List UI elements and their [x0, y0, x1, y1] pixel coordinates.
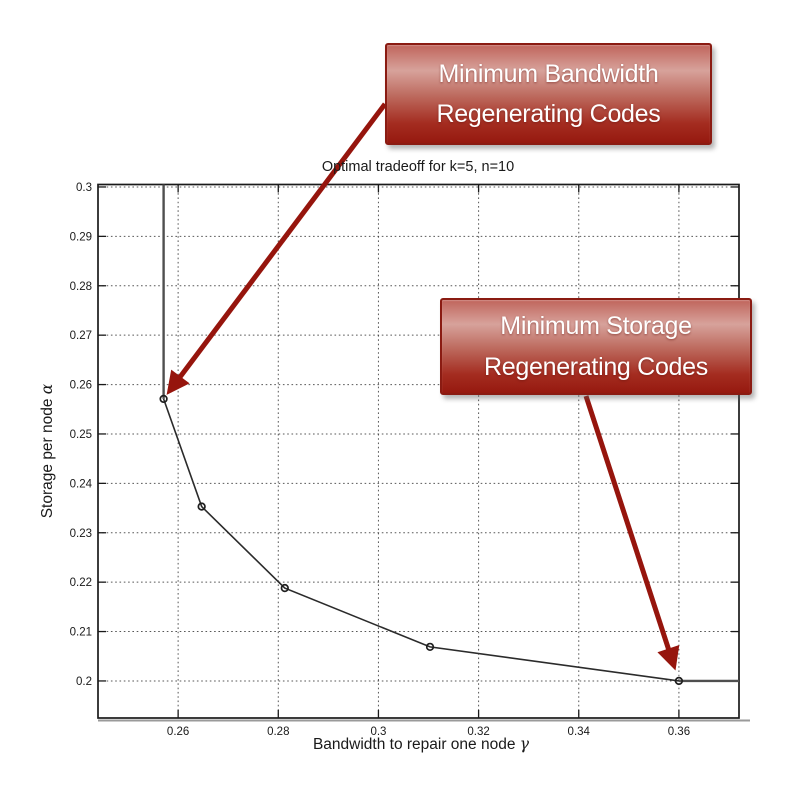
annotation-arrows — [166, 102, 680, 671]
y-tick-label: 0.21 — [70, 627, 92, 639]
data-point-marker — [674, 676, 684, 686]
y-tick-label: 0.22 — [70, 577, 92, 589]
callout-mbr-line2: Regenerating Codes — [436, 100, 661, 128]
data-point-marker — [280, 583, 289, 593]
y-axis-label: Storage per node α — [38, 383, 56, 518]
x-tick-label: 0.34 — [568, 726, 591, 738]
y-tick-label: 0.23 — [70, 528, 92, 540]
x-tick-label: 0.3 — [370, 726, 386, 738]
data-series — [159, 184, 739, 686]
callout-msr-line2: Regenerating Codes — [484, 352, 708, 381]
x-axis-label: Bandwidth to repair one node γ — [313, 735, 530, 753]
callout-msr-line1: Minimum Storage — [500, 312, 692, 340]
y-tick-label: 0.25 — [70, 429, 92, 441]
axes — [97, 183, 750, 722]
y-tick-label: 0.2 — [76, 676, 92, 688]
grid-lines — [98, 184, 739, 718]
x-tick-label: 0.32 — [467, 726, 489, 738]
x-tick-label: 0.28 — [267, 726, 289, 738]
callout-minimum-storage: Minimum Storage Regenerating Codes — [440, 298, 752, 395]
chart-title: Optimal tradeoff for k=5, n=10 — [322, 159, 514, 175]
y-tick-label: 0.24 — [70, 478, 93, 490]
arrow-to-mbr-point — [166, 102, 387, 395]
x-axis-label-text: Bandwidth to repair one node — [313, 736, 520, 753]
tick-labels: 0.26 0.28 0.3 0.32 0.34 0.36 0.2 0.21 0.22 0.23 0.… — [70, 182, 690, 738]
data-point-marker — [425, 642, 435, 652]
y-tick-label: 0.29 — [70, 231, 92, 243]
y-tick-label: 0.28 — [70, 281, 92, 293]
y-axis-label-text: Storage per node — [39, 394, 56, 518]
data-point-marker — [159, 394, 168, 404]
x-tick-label: 0.26 — [167, 726, 189, 738]
callout-minimum-bandwidth: Minimum Bandwidth Regenerating Codes — [385, 43, 712, 145]
axis-box — [97, 183, 740, 719]
x-axis-gamma-symbol: γ — [520, 735, 530, 753]
y-tick-label: 0.3 — [76, 182, 92, 194]
data-point-marker — [197, 502, 206, 511]
callout-mbr-line1: Minimum Bandwidth — [438, 59, 659, 88]
y-axis-alpha-symbol: α — [38, 383, 56, 394]
arrow-to-msr-point — [583, 395, 680, 671]
optimal-storage-bandwidth-tradeoff-line — [162, 398, 680, 682]
y-tick-label: 0.26 — [70, 380, 92, 392]
x-tick-label: 0.36 — [668, 726, 690, 738]
y-tick-label: 0.27 — [70, 330, 92, 342]
